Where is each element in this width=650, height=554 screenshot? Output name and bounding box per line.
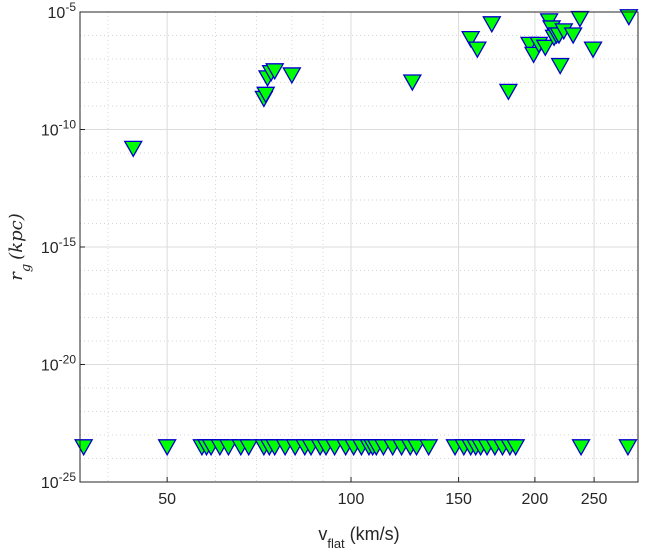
y-tick-label: 10-25: [41, 470, 76, 492]
data-point-marker: [583, 41, 603, 59]
data-point-marker: [419, 439, 439, 457]
data-point-marker: [123, 140, 143, 158]
data-point-marker: [563, 27, 583, 45]
x-tick-label: 200: [522, 491, 549, 508]
y-axis-label: rg(kpc): [6, 213, 34, 281]
x-tick-label: 250: [581, 491, 608, 508]
data-point-marker: [265, 63, 285, 81]
x-axis-label: vflat (km/s): [318, 524, 399, 551]
data-point-marker: [406, 439, 427, 457]
data-point-marker: [461, 30, 481, 48]
y-tick-label: 10-10: [41, 118, 76, 140]
y-tick-label: 10-5: [48, 0, 77, 22]
data-point-marker: [506, 439, 526, 457]
x-tick-label: 100: [338, 491, 365, 508]
data-point-marker: [157, 439, 177, 457]
data-point-marker: [256, 86, 276, 104]
y-tick-labels: 10-25 10-20 10-15 10-10 10-5: [41, 0, 85, 492]
y-tick-label: 10-20: [41, 353, 76, 375]
data-point-marker: [498, 83, 519, 101]
x-tick-label: 50: [158, 491, 176, 508]
data-point-marker: [535, 39, 555, 57]
data-point-marker: [282, 67, 302, 85]
data-point-marker: [74, 439, 94, 457]
data-point-marker: [218, 439, 239, 457]
data-point-marker: [239, 439, 259, 457]
data-point-marker: [618, 439, 638, 457]
y-tick-label: 10-15: [41, 235, 76, 257]
x-tick-labels: 50 100 150 200 250: [158, 477, 608, 508]
data-point-marker: [467, 41, 487, 59]
data-point-marker: [550, 57, 570, 75]
x-tick-label: 150: [445, 491, 472, 508]
data-point-marker: [619, 9, 639, 27]
data-point-marker: [571, 439, 591, 457]
data-points: [74, 9, 639, 457]
data-point-marker: [482, 16, 502, 34]
data-point-marker: [402, 74, 422, 92]
